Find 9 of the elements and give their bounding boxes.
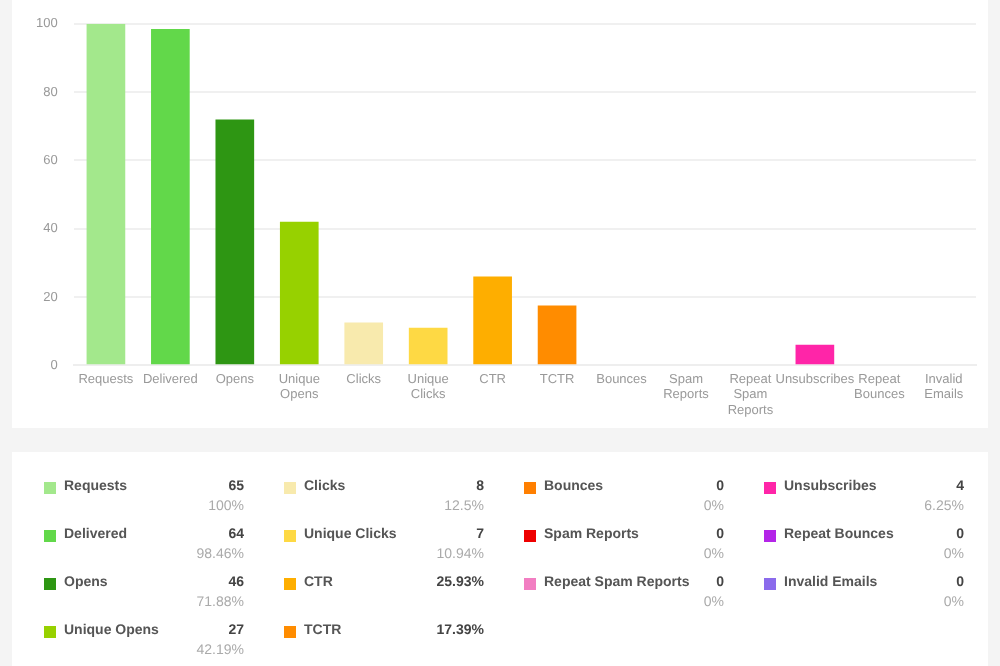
bar	[473, 276, 512, 365]
bar	[151, 28, 190, 365]
bar	[344, 322, 384, 365]
bar	[215, 119, 255, 365]
bar	[795, 344, 835, 365]
bar	[537, 305, 577, 365]
bar	[408, 327, 448, 365]
bar	[86, 23, 126, 365]
bar	[279, 221, 319, 365]
